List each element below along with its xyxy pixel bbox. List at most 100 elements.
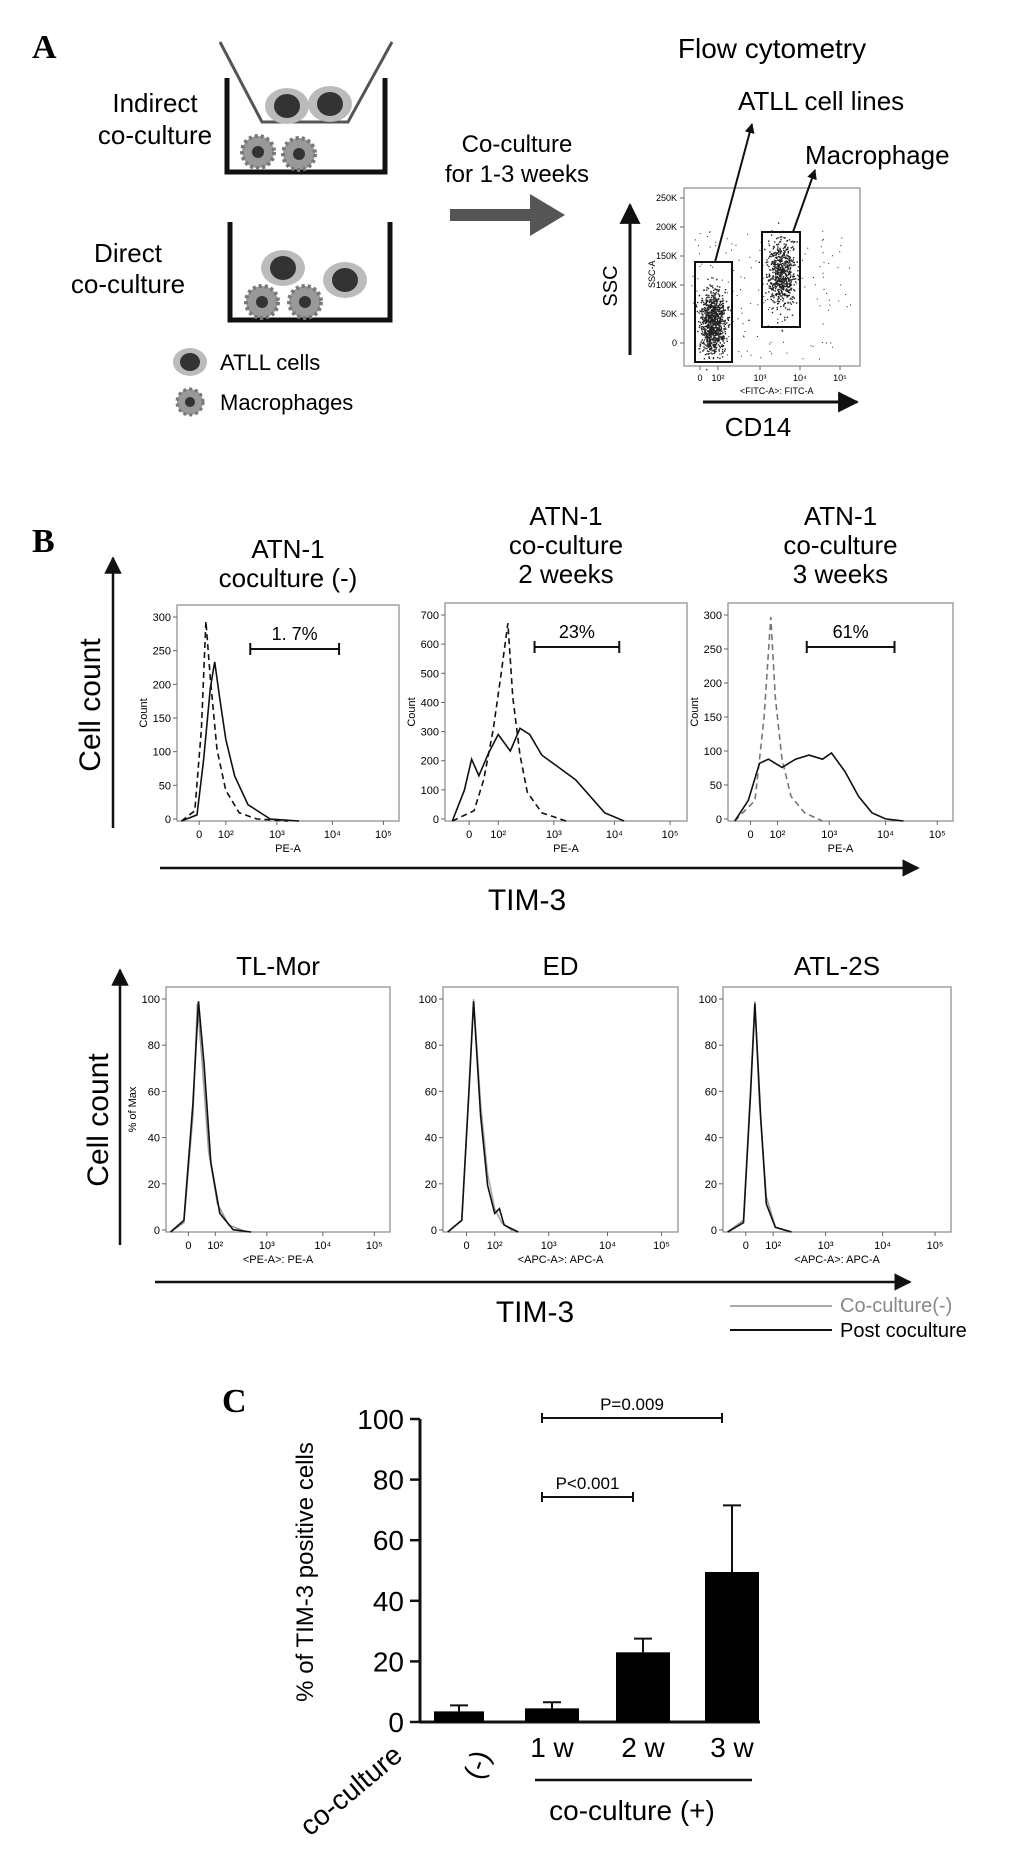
histogram-title: ATL-2S <box>794 951 880 981</box>
bar <box>525 1708 579 1722</box>
histogram-title: 2 weeks <box>518 559 613 589</box>
dot-y-tick-label: 50K <box>661 309 677 319</box>
atll-cell-legend-icon <box>173 348 207 376</box>
x-tick-label: 10³ <box>818 1240 834 1252</box>
gate-atll <box>694 261 733 363</box>
x-tick-label: 0 <box>196 829 202 841</box>
y-tick-label: 250 <box>153 646 171 658</box>
x-tick-label: 10⁵ <box>662 829 679 841</box>
row2-cell-count-label: Cell count <box>82 1053 115 1187</box>
x-tick-label: 10⁴ <box>877 829 894 841</box>
y-tick-label: 40 <box>148 1133 160 1145</box>
legend-post-label: Post coculture <box>840 1320 967 1342</box>
dot-x-tick-label: 10⁵ <box>833 373 847 383</box>
bar-chart: 0 20 40 60 80 100 co-culture (-) 1 w 2 w 3 w P<0.00… <box>294 1395 760 1842</box>
y-tick-label: 200 <box>421 756 439 768</box>
dot-y-tick-label: 100K <box>656 280 677 290</box>
x-tick-label: 10² <box>490 829 506 841</box>
x-axis-title: <PE-A>: PE-A <box>243 1254 314 1266</box>
legend-pre-label: Co-culture(-) <box>840 1295 952 1317</box>
dot-plot-y-ticks: 250K 200K 150K 100K 50K 0 <box>656 193 684 348</box>
y-tick-label: 300 <box>153 612 171 624</box>
sig-label: P=0.009 <box>600 1395 664 1414</box>
c-category-label-neg-line2: (-) <box>458 1746 497 1783</box>
y-tick-label: 400 <box>421 697 439 709</box>
c-y-axis-label: % of TIM-3 positive cells <box>292 1442 319 1702</box>
c-category-label: 3 w <box>710 1732 754 1763</box>
y-tick-label: 150 <box>704 712 722 724</box>
histogram-curve-pre <box>734 617 823 822</box>
panel-c-letter: C <box>222 1383 247 1420</box>
histogram-frame <box>442 986 679 1233</box>
histogram-title: co-culture <box>783 530 897 560</box>
histogram-curve-pre <box>727 1001 792 1233</box>
dot-plot-x-axis-title: <FITC-A>: FITC-A <box>740 386 814 396</box>
y-tick-label: 300 <box>421 727 439 739</box>
panel-a-letter: A <box>32 29 57 66</box>
x-tick-label: 10⁴ <box>324 829 341 841</box>
y-tick-label: 100 <box>699 994 717 1006</box>
x-axis-title: <APC-A>: APC-A <box>794 1254 880 1266</box>
y-tick-label: 60 <box>148 1086 160 1098</box>
histogram-frame <box>722 986 952 1233</box>
y-tick-label: 250 <box>704 644 722 656</box>
direct-label-line2: co-culture <box>71 269 185 299</box>
c-y-tick-label: 0 <box>388 1707 404 1738</box>
histogram-curve-post <box>181 661 300 822</box>
x-tick-label: 0 <box>466 829 472 841</box>
y-tick-label: 700 <box>421 610 439 622</box>
x-tick-label: 0 <box>747 829 753 841</box>
group-label-coculture-plus: co-culture (+) <box>549 1795 715 1826</box>
histogram-curve-post <box>169 1001 252 1233</box>
histogram-curve-pre <box>180 621 289 822</box>
x-tick-label: 10⁴ <box>314 1240 331 1252</box>
x-tick-label: 10² <box>218 829 234 841</box>
gate-macrophage <box>761 231 801 328</box>
y-tick-label: 100 <box>704 746 722 758</box>
histogram-curve-post <box>451 727 625 822</box>
y-tick-label: 20 <box>148 1179 160 1191</box>
dot-plot-x-ticks: 0 10² 10³ 10⁴ 10⁵ <box>697 366 847 383</box>
y-axis-title: Count <box>138 698 150 727</box>
indirect-label-line2: co-culture <box>98 120 212 150</box>
histogram-row2-1: TL-Mor 100 80 60 40 20 0 0 10² 10³ 10⁴ 10⁵ <PE-A>: P… <box>127 951 391 1266</box>
bar <box>616 1652 670 1722</box>
arrow-label-line2: for 1-3 weeks <box>445 161 589 188</box>
x-tick-label: 10⁵ <box>366 1240 383 1252</box>
y-tick-label: 80 <box>425 1040 437 1052</box>
y-tick-label: 80 <box>705 1040 717 1052</box>
y-tick-label: 60 <box>425 1086 437 1098</box>
histogram-row2-3: ATL-2S 100 80 60 40 20 0 0 10² 10³ 10⁴ 10⁵ <APC-A>: … <box>699 951 952 1266</box>
y-tick-label: 150 <box>153 713 171 725</box>
bar <box>705 1572 759 1722</box>
y-axis-title: Count <box>689 697 701 726</box>
gate-macrophage-pointer <box>792 169 817 233</box>
x-tick-label: 10⁴ <box>606 829 623 841</box>
dot-plot-events <box>691 222 851 371</box>
x-tick-label: 10⁴ <box>874 1240 891 1252</box>
c-y-tick-label: 100 <box>357 1404 404 1435</box>
x-axis-title: PE-A <box>553 843 579 855</box>
y-tick-label: 0 <box>433 814 439 826</box>
c-category-label-neg-line1: co-culture <box>294 1739 408 1842</box>
x-tick-label: 0 <box>743 1240 749 1252</box>
gate-atll-pointer <box>714 123 755 263</box>
histogram-title: ATN-1 <box>804 501 877 531</box>
y-tick-label: 100 <box>153 747 171 759</box>
x-tick-label: 10⁵ <box>927 1240 944 1252</box>
x-tick-label: 10² <box>765 1240 781 1252</box>
x-tick-label: 10² <box>207 1240 223 1252</box>
dot-y-tick-label: 250K <box>656 193 677 203</box>
sig-label: P<0.001 <box>556 1474 620 1493</box>
x-tick-label: 10⁵ <box>929 829 946 841</box>
dot-x-tick-label: 10⁴ <box>793 373 807 383</box>
c-category-label: 1 w <box>530 1732 574 1763</box>
x-tick-label: 10³ <box>541 1240 557 1252</box>
ssc-axis-label: SSC <box>600 265 622 306</box>
histogram-title: ATN-1 <box>251 534 324 564</box>
flow-cytometry-title: Flow cytometry <box>678 33 866 64</box>
dot-x-tick-label: 10³ <box>753 373 766 383</box>
y-axis-title: % of Max <box>127 1086 139 1132</box>
